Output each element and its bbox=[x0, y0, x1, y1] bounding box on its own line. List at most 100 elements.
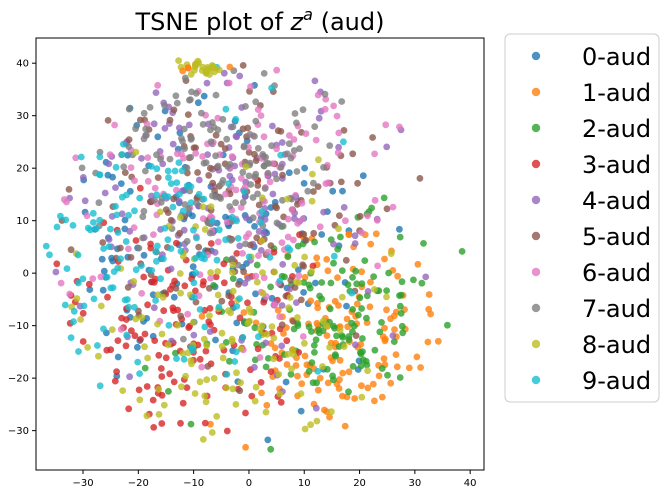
top-cluster bbox=[175, 57, 234, 78]
data-point bbox=[309, 262, 317, 270]
data-point bbox=[339, 333, 347, 341]
data-point bbox=[189, 263, 197, 271]
data-point bbox=[371, 286, 378, 293]
data-point bbox=[143, 131, 150, 139]
data-point bbox=[418, 279, 426, 287]
data-point bbox=[392, 351, 400, 358]
data-point bbox=[125, 211, 132, 219]
data-point bbox=[356, 294, 364, 302]
data-point bbox=[187, 96, 194, 103]
legend-marker bbox=[531, 87, 541, 97]
data-point bbox=[244, 275, 252, 282]
data-point bbox=[178, 167, 186, 175]
data-point bbox=[299, 106, 307, 114]
data-point bbox=[179, 207, 187, 215]
data-point bbox=[242, 163, 250, 171]
data-point bbox=[154, 133, 162, 141]
data-point bbox=[158, 330, 166, 338]
data-point bbox=[57, 279, 65, 287]
data-point bbox=[187, 135, 195, 143]
data-point bbox=[320, 164, 327, 171]
data-point bbox=[264, 436, 272, 444]
data-point bbox=[257, 247, 265, 254]
data-point bbox=[135, 244, 143, 252]
data-point bbox=[138, 290, 146, 297]
data-point bbox=[276, 390, 284, 398]
data-point bbox=[195, 243, 203, 251]
data-point bbox=[165, 388, 172, 395]
data-point bbox=[282, 378, 290, 386]
data-point bbox=[118, 210, 126, 218]
data-point bbox=[458, 248, 466, 255]
data-point bbox=[157, 155, 164, 163]
data-point bbox=[190, 318, 197, 326]
data-point bbox=[396, 233, 404, 241]
data-point bbox=[190, 331, 198, 339]
data-point bbox=[345, 230, 353, 238]
data-point bbox=[199, 251, 207, 259]
data-point bbox=[340, 138, 347, 146]
data-point bbox=[160, 255, 167, 263]
data-point bbox=[141, 330, 149, 338]
legend-label: 3-aud bbox=[582, 151, 651, 179]
data-point bbox=[150, 424, 158, 431]
data-point bbox=[153, 257, 160, 265]
data-point bbox=[336, 212, 343, 220]
data-point bbox=[320, 208, 327, 216]
data-point bbox=[211, 249, 219, 256]
data-point bbox=[207, 274, 215, 282]
data-point bbox=[374, 262, 381, 270]
data-point bbox=[262, 408, 270, 416]
data-point bbox=[161, 102, 169, 109]
data-point bbox=[169, 203, 177, 211]
data-point bbox=[147, 163, 155, 170]
data-point bbox=[72, 154, 80, 162]
data-point bbox=[382, 121, 390, 129]
data-point bbox=[207, 164, 214, 172]
data-point bbox=[107, 225, 114, 233]
data-point bbox=[167, 245, 175, 253]
data-point bbox=[170, 293, 178, 301]
data-point bbox=[176, 229, 184, 237]
data-point bbox=[301, 425, 309, 433]
data-point bbox=[184, 111, 192, 118]
data-point bbox=[223, 135, 231, 143]
data-point bbox=[136, 194, 144, 202]
data-point bbox=[330, 376, 337, 384]
data-point bbox=[380, 194, 388, 202]
data-point bbox=[313, 417, 321, 425]
data-point bbox=[353, 300, 361, 308]
data-point bbox=[301, 253, 308, 261]
data-point bbox=[359, 172, 367, 180]
data-point bbox=[381, 255, 388, 263]
data-point bbox=[60, 196, 68, 203]
data-point bbox=[157, 275, 165, 283]
data-point bbox=[369, 380, 377, 388]
data-point bbox=[310, 229, 318, 237]
x-tick-label: 30 bbox=[408, 478, 421, 489]
data-point bbox=[413, 353, 421, 361]
data-point bbox=[253, 261, 261, 269]
data-point bbox=[300, 230, 308, 238]
data-point bbox=[288, 206, 296, 214]
data-point bbox=[327, 279, 335, 287]
data-point bbox=[311, 123, 319, 130]
data-point bbox=[155, 351, 163, 359]
data-point bbox=[252, 272, 260, 280]
data-point bbox=[212, 273, 220, 281]
data-point bbox=[138, 155, 145, 162]
data-point bbox=[100, 245, 107, 253]
data-point bbox=[136, 396, 144, 404]
data-point bbox=[144, 154, 152, 162]
data-point bbox=[286, 132, 293, 139]
data-point bbox=[107, 284, 115, 292]
data-point bbox=[130, 224, 138, 232]
data-point bbox=[139, 213, 147, 221]
data-point bbox=[74, 251, 82, 259]
data-point bbox=[179, 67, 187, 75]
data-point bbox=[193, 199, 200, 207]
data-point bbox=[124, 245, 132, 253]
data-point bbox=[308, 359, 316, 367]
data-point bbox=[173, 99, 181, 107]
data-point bbox=[152, 89, 160, 96]
